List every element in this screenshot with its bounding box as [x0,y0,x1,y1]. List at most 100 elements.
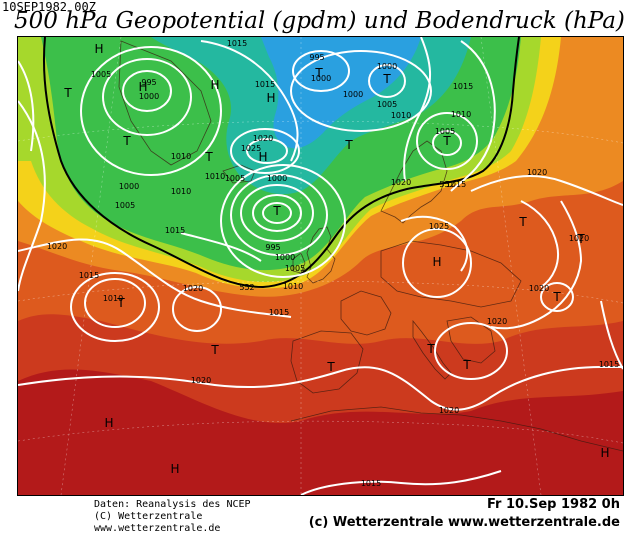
isobar-europe-high [402,228,472,298]
isobar-label: 995 [141,78,156,87]
isobar-east-low [540,282,574,312]
isobar-ne-low-3 [290,50,432,132]
isobar-label: 1020 [487,317,507,326]
isobar-ne-low-4 [432,130,462,156]
isobar-label: 1020 [529,284,549,293]
isobar-high-1 [246,138,288,164]
isobar-label: 995 [309,53,324,62]
data-source-note: Daten: Reanalysis des NCEP (C) Wetterzen… [94,499,251,535]
timestamp-stamp: 10SEP1982 00Z [2,0,96,14]
isobar-label: 1020 [527,168,547,177]
low-pressure-marker: T [63,86,72,100]
isobar-label: 1025 [241,144,261,153]
isobar-north-low-3 [80,46,222,176]
isobar-1015-far-east [600,300,623,370]
source-line-2: (C) Wetterzentrale [94,511,203,522]
coastline-iceland [222,164,256,184]
high-pressure-marker: H [258,150,267,164]
isobar-low-center-5 [220,164,346,278]
isobar-low-center-1 [262,202,292,224]
low-pressure-marker: T [204,150,213,164]
isobar-label: 1015 [361,479,381,488]
isobar-label: 1010 [283,282,303,291]
isobar-label: 552 [239,283,254,292]
isobar-label: 1020 [569,234,589,243]
weather-map: 1005 995 1000 1010 1000 1005 1010 1010 1005 1015 1… [17,36,624,496]
isobar-low-center-3 [240,184,314,242]
isobar-label: 1020 [183,284,203,293]
map-title: 500 hPa Geopotential (gpdm) und Bodendru… [14,8,625,34]
isobar-north-low-2 [102,58,192,136]
low-pressure-marker: T [382,72,391,86]
isobar-label: 1010 [171,152,191,161]
high-pressure-marker: H [600,446,609,460]
isobar-1020-west [18,238,292,318]
coastline-italy [412,319,452,380]
low-pressure-marker: T [576,232,585,246]
isobar-label: 1000 [275,253,295,262]
isobar-high-2 [230,128,300,174]
high-pressure-marker: H [104,416,113,430]
isobar-1020-south [18,366,623,411]
isobar-label: 1000 [311,74,331,83]
coastline-north-africa [290,406,623,452]
contour-552 [42,37,520,289]
low-pressure-marker: T [122,134,131,148]
isobar-label: 1010 [205,172,225,181]
high-pressure-marker: H [432,255,441,269]
isobar-1010-north [403,37,432,182]
isobar-west-low [84,278,146,328]
isobar-1015-north [200,40,299,162]
isobar-low-center-4 [230,174,328,256]
isobars [18,37,623,495]
isobar-low-center-2 [252,194,302,232]
pressure-centers: H T T H H T H H T T T T T H T T T T T T T T H H H [63,42,609,476]
isobar-label: 1000 [267,174,287,183]
map-date: Fr 10.Sep 1982 0h [486,497,620,512]
low-pressure-marker: T [518,215,527,229]
source-line-3: www.wetterzentrale.de [94,523,221,534]
graticule [18,37,623,495]
source-line-1: Daten: Reanalysis des NCEP [94,499,251,510]
isobar-label: 1000 [343,90,363,99]
isobar-west-edge [18,60,35,152]
isobar-label: 1015 [599,360,619,369]
high-pressure-marker: H [170,462,179,476]
isobar-label: 1005 [225,174,245,183]
isobar-label: 1015 [165,226,185,235]
isobar-1015-ne [450,40,496,192]
isobar-1020-east [470,175,623,206]
isobar-label: 1015 [269,308,289,317]
isobar-1025-europe [400,215,469,272]
isobar-label: 1010 [103,294,123,303]
isobar-label: 1005 [377,100,397,109]
isobar-label: 1020 [253,134,273,143]
isobar-med-low [434,322,508,380]
isobar-label: 1000 [139,92,159,101]
isobar-label: 1005 [115,201,135,210]
isobar-label: 1010 [391,111,411,120]
low-pressure-marker: T [552,290,561,304]
low-pressure-marker: T [272,204,281,218]
coastline-iberia [290,330,364,394]
coastline-balkans [446,316,496,364]
copyright-line: (c) Wetterzentrale www.wetterzentrale.de [308,515,620,530]
isobar-label: 1025 [429,222,449,231]
isobar-label: 1010 [451,110,471,119]
isobar-label: 1005 [285,264,305,273]
isobar-label: 1020 [439,406,459,415]
isobar-label: 1010 [171,187,191,196]
isobar-label: 1020 [391,178,411,187]
isobar-label: 552 [439,180,454,189]
isobar-label: 1015 [453,82,473,91]
isobar-label: 1000 [119,182,139,191]
isobar-1015-mid [180,232,262,262]
coastline-greenland [118,40,212,166]
isobar-label: 1000 [377,62,397,71]
isobar-ne-low-1 [368,64,406,98]
low-pressure-marker: T [210,343,219,357]
isobar-1020-east2 [490,200,583,330]
coastline-central-europe [380,240,522,308]
